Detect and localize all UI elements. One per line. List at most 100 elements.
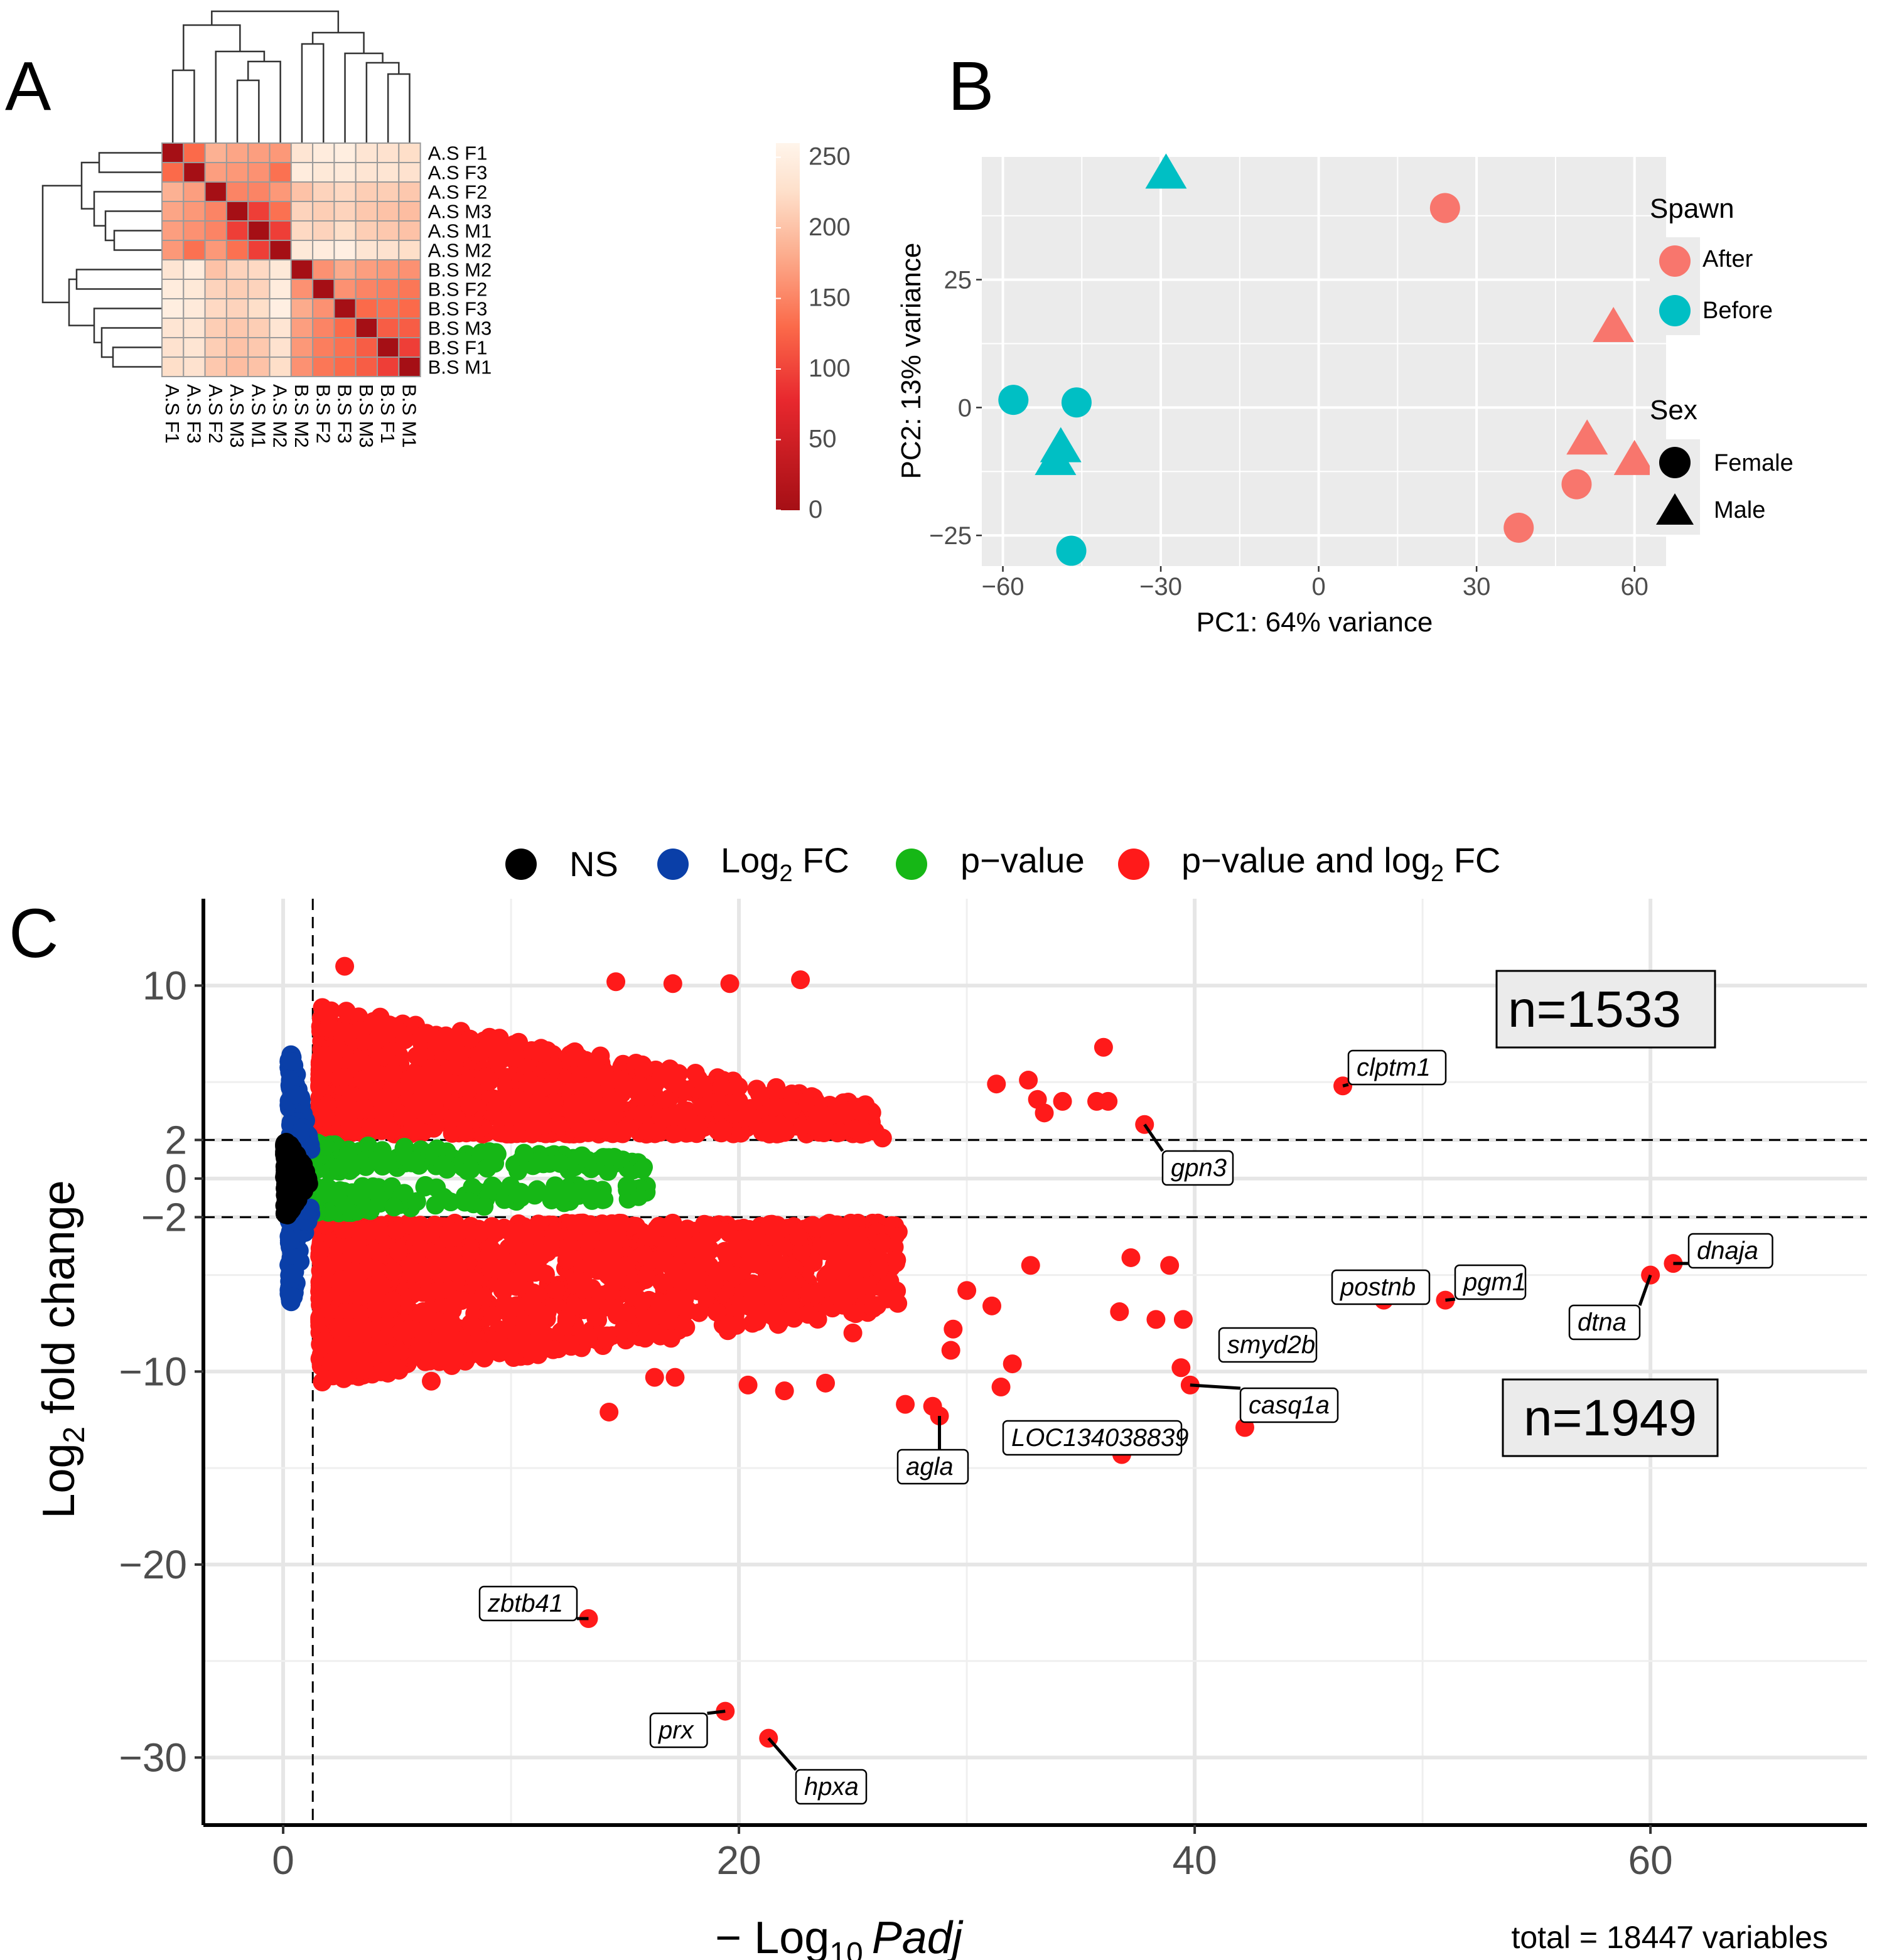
volcano-point xyxy=(361,1201,380,1220)
pca-y-tick-label: −25 xyxy=(929,522,972,550)
column-label: B.S M2 xyxy=(291,384,313,448)
gene-label-connector xyxy=(1445,1297,1456,1302)
volcano-point xyxy=(704,1273,724,1293)
volcano-point xyxy=(413,1262,433,1282)
gene-label-text: dtna xyxy=(1578,1309,1627,1336)
pca-y-axis-title: PC2: 13% variance xyxy=(896,243,927,479)
volcano-point xyxy=(351,1100,370,1120)
pca-x-tick-label: −60 xyxy=(982,573,1025,601)
pca-x-tick-label: 30 xyxy=(1463,573,1491,601)
dendrogram-branch xyxy=(41,185,82,304)
volcano-point xyxy=(524,1224,543,1243)
volcano-point xyxy=(872,1233,891,1252)
volcano-point xyxy=(796,1093,815,1112)
gene-label-pgm1: pgm1 xyxy=(1445,1264,1527,1302)
volcano-point xyxy=(1160,1256,1180,1275)
volcano-point xyxy=(816,1373,836,1393)
volcano-point xyxy=(345,1334,365,1354)
pca-y-tick-label: 25 xyxy=(944,267,972,294)
heatmap-cell xyxy=(312,318,335,338)
volcano-point xyxy=(402,1153,421,1172)
heatmap-cell xyxy=(312,259,335,280)
volcano-point xyxy=(546,1280,566,1299)
volcano-point xyxy=(374,1104,394,1123)
heatmap-cell xyxy=(269,240,292,260)
volcano-point xyxy=(506,1088,525,1107)
volcano-point xyxy=(1121,1248,1141,1267)
volcano-point xyxy=(627,1217,646,1236)
heatmap-cell xyxy=(398,220,421,241)
heatmap-cell xyxy=(398,279,421,299)
heatmap-cells xyxy=(161,142,421,377)
volcano-point xyxy=(365,1015,385,1035)
heatmap-cell xyxy=(225,142,249,163)
legend-male-label: Male xyxy=(1714,497,1765,523)
volcano-point xyxy=(836,1257,856,1277)
heatmap-cell xyxy=(377,318,400,338)
pca-point xyxy=(1061,387,1092,418)
gene-label-box xyxy=(1454,1264,1527,1300)
legend-after-key xyxy=(1659,245,1691,277)
dendrogram-branch xyxy=(68,278,94,326)
heatmap-cell xyxy=(333,142,357,163)
heatmap-cell xyxy=(355,162,379,183)
total-variables-caption: total = 18447 variables xyxy=(1511,1920,1828,1955)
gene-label-text: dnaja xyxy=(1697,1237,1758,1265)
volcano-point xyxy=(856,1123,876,1142)
heatmap-cell xyxy=(204,337,227,358)
volcano-point xyxy=(412,1304,432,1324)
volcano-point xyxy=(731,1123,751,1143)
heatmap-cell xyxy=(355,318,379,338)
volcano-point xyxy=(663,974,682,993)
volcano-y-tick-label: 0 xyxy=(164,1156,187,1201)
volcano-point xyxy=(482,1101,502,1121)
heatmap-cell xyxy=(247,356,271,377)
gene-label-text: gpn3 xyxy=(1171,1154,1227,1182)
heatmap-cell xyxy=(312,279,335,299)
volcano-point xyxy=(335,956,355,976)
volcano-point xyxy=(488,1031,507,1050)
volcano-point xyxy=(499,1124,519,1143)
column-label: A.S M1 xyxy=(247,384,269,448)
volcano-y-tick-label: 2 xyxy=(164,1117,187,1162)
volcano-point xyxy=(535,1265,555,1284)
volcano-y-tick-label: −20 xyxy=(119,1542,187,1587)
volcano-point xyxy=(601,1298,620,1317)
volcano-point xyxy=(281,1231,300,1250)
dendrogram-branch xyxy=(93,191,162,227)
dendrogram-branch xyxy=(98,152,162,173)
heatmap-cell xyxy=(269,181,292,202)
dendrogram-branch xyxy=(112,346,162,368)
heatmap-cell xyxy=(247,240,271,260)
volcano-point xyxy=(460,1096,480,1116)
heatmap-cell xyxy=(269,356,292,377)
heatmap-cell xyxy=(225,181,249,202)
volcano-point xyxy=(582,1183,601,1202)
heatmap-cell xyxy=(161,201,185,222)
pca-point xyxy=(1566,419,1608,455)
heatmap-cell xyxy=(247,201,271,222)
volcano-point xyxy=(637,1267,656,1287)
heatmap-cell xyxy=(355,142,379,163)
heatmap-cell xyxy=(377,181,400,202)
volcano-point xyxy=(323,1352,342,1371)
heatmap-cell xyxy=(312,240,335,260)
gene-label-text: zbtb41 xyxy=(487,1590,563,1617)
volcano-point xyxy=(851,1101,871,1121)
heatmap-cell xyxy=(269,279,292,299)
row-dendrogram xyxy=(41,152,162,368)
volcano-point xyxy=(460,1029,480,1049)
heatmap-cell xyxy=(333,356,357,377)
volcano-point xyxy=(633,1055,652,1074)
pca-point xyxy=(1561,469,1592,500)
heatmap-cell xyxy=(247,220,271,241)
volcano-point xyxy=(633,1292,652,1311)
heatmap-cell xyxy=(355,259,379,280)
gene-label-text: casq1a xyxy=(1249,1391,1330,1419)
heatmap-cell xyxy=(161,181,185,202)
volcano-point xyxy=(659,1089,679,1108)
heatmap-cell xyxy=(225,279,249,299)
volcano-point xyxy=(633,1160,652,1179)
volcano-point xyxy=(599,1148,618,1167)
volcano-panel: NS Log2 FC p−value p−value and log2 FC c… xyxy=(34,840,1867,1960)
